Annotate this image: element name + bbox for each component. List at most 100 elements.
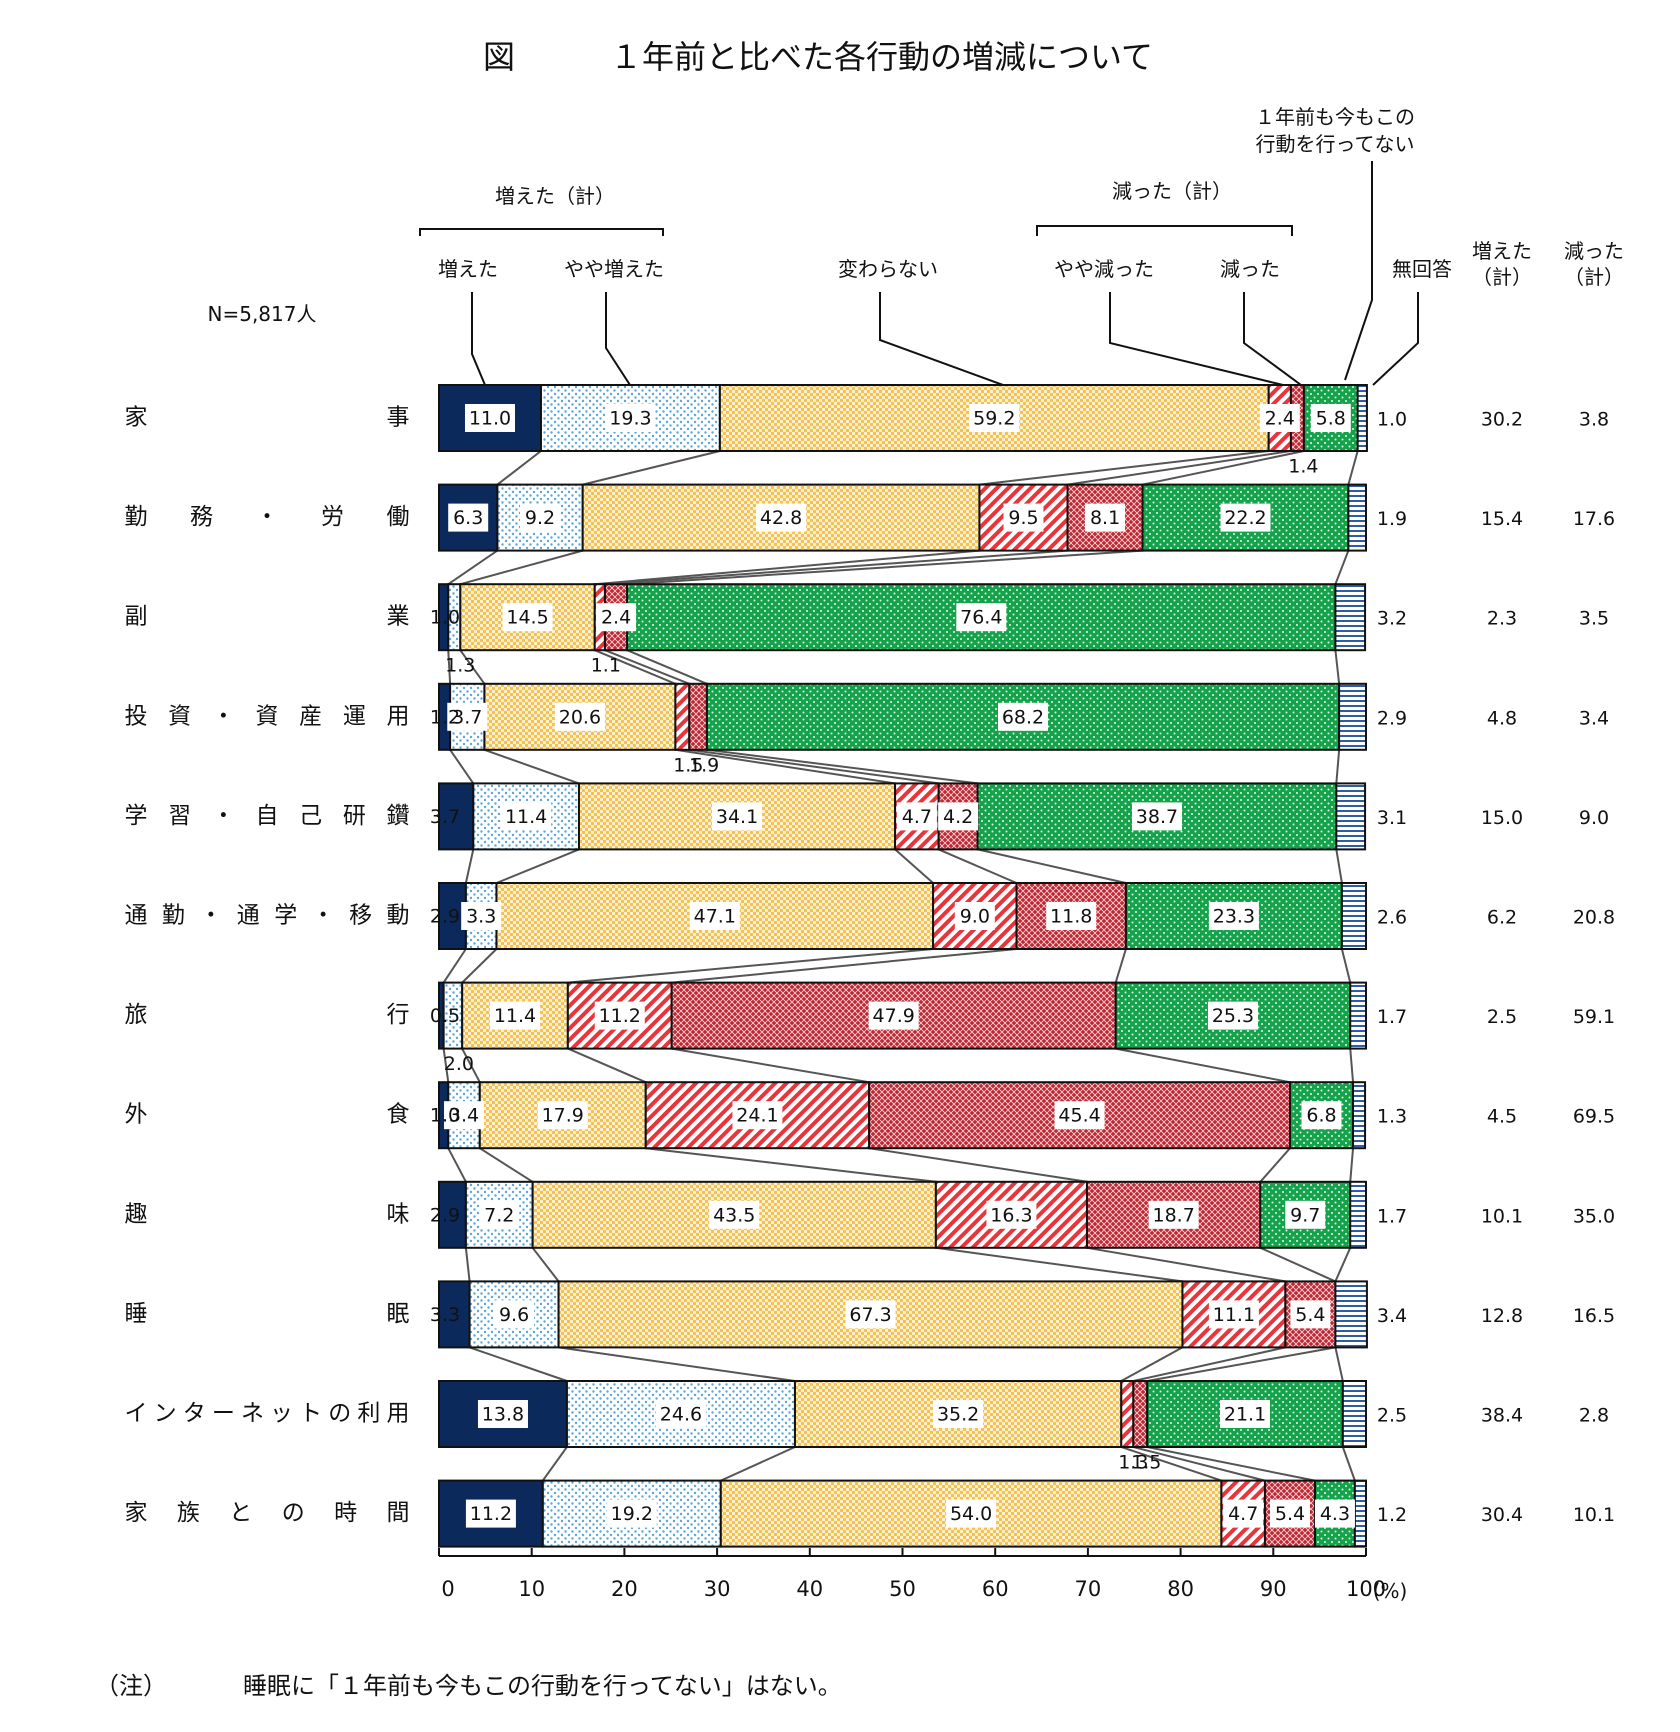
bar-value-label: 2.4 xyxy=(601,607,631,629)
value-label-box xyxy=(1131,802,1182,831)
series-label-slight-decrease: やや減った xyxy=(1054,257,1154,281)
value-label-box xyxy=(606,1499,657,1528)
connector-line xyxy=(442,948,467,984)
bar-value-label: 1.9 xyxy=(1377,508,1407,530)
connector-line xyxy=(894,848,934,884)
bar-value-label: 2.9 xyxy=(430,906,460,928)
bar-value-label: 9.5 xyxy=(1008,507,1038,529)
row-label: 行 xyxy=(387,1002,410,1028)
value-label-box xyxy=(520,503,561,532)
value-label-box xyxy=(594,1001,645,1030)
row-label: 通 xyxy=(125,903,148,929)
connector-line xyxy=(626,649,708,685)
value-label-box xyxy=(605,404,656,432)
bar-segment-slight-increase xyxy=(464,1180,534,1249)
connector-line xyxy=(1115,1047,1291,1084)
connector-line xyxy=(479,1147,534,1183)
bar-value-label: 11.4 xyxy=(505,806,547,828)
decrease-total-value: 3.8 xyxy=(1579,409,1609,431)
x-tick-label: 40 xyxy=(796,1577,823,1601)
connector-line xyxy=(496,848,580,884)
value-label-box xyxy=(1207,1001,1258,1030)
bar-value-label: 54.0 xyxy=(950,1503,992,1525)
value-label-box xyxy=(502,603,553,632)
bar-value-label: 19.3 xyxy=(609,408,651,430)
value-label-box xyxy=(956,603,1007,632)
bar-value-label: 2.9 xyxy=(1377,707,1407,729)
bar-segment-increase xyxy=(438,882,467,950)
row-label: 趣 xyxy=(125,1201,148,1227)
bar-value-label: 2.9 xyxy=(430,1204,460,1226)
bar-value-label: 1.7 xyxy=(1377,1006,1407,1028)
increase-total-value: 4.5 xyxy=(1487,1106,1517,1128)
value-label-box xyxy=(1208,902,1259,930)
value-label-box xyxy=(709,1200,760,1229)
bar-value-label: 11.0 xyxy=(469,408,511,430)
value-label-box xyxy=(946,1499,997,1528)
bar-value-label: 2.5 xyxy=(1377,1405,1407,1427)
bar-segment-decrease xyxy=(1132,1380,1149,1448)
value-label-box xyxy=(494,1300,535,1329)
value-label-box xyxy=(596,603,637,632)
row-label: 利 xyxy=(357,1401,380,1427)
row-label: 務 xyxy=(190,504,213,530)
connector-line xyxy=(1335,849,1343,884)
connector-line xyxy=(1259,1246,1336,1283)
bar-value-label: 9.2 xyxy=(525,507,555,529)
bar-value-label: 1.0 xyxy=(1377,409,1407,431)
connector-line xyxy=(582,450,721,486)
bar-value-label: 0.5 xyxy=(430,1005,460,1027)
connector-line xyxy=(675,748,896,785)
row-label: 間 xyxy=(387,1500,410,1526)
x-tick-label: 0 xyxy=(441,1577,454,1601)
row-label: 副 xyxy=(125,604,148,630)
row-label: ッ xyxy=(270,1401,293,1427)
decrease-total-value: 35.0 xyxy=(1573,1205,1615,1227)
value-label-box xyxy=(1259,404,1300,432)
bar-value-label: 4.7 xyxy=(902,806,932,828)
row-label: 産 xyxy=(299,703,322,729)
connector-line xyxy=(645,1147,936,1183)
bar-value-label: 5.4 xyxy=(1275,1503,1305,1525)
bar-segment-decrease xyxy=(688,682,708,751)
decrease-total-value: 16.5 xyxy=(1573,1305,1615,1327)
bar-value-label: 9.6 xyxy=(499,1304,529,1326)
connector-line xyxy=(720,1446,796,1482)
connector-line xyxy=(567,1047,647,1084)
bar-segment-no-answer xyxy=(1349,981,1367,1050)
connector-line xyxy=(1086,1246,1286,1283)
row-label: 睡 xyxy=(125,1301,148,1327)
value-label-box xyxy=(933,1400,984,1428)
row-label: ン xyxy=(154,1401,177,1427)
value-label-box xyxy=(756,503,807,532)
bar-segment-slight-decrease xyxy=(674,682,691,751)
value-label-box xyxy=(1148,1200,1199,1229)
increase-total-value: 4.8 xyxy=(1487,707,1517,729)
row-label: 動 xyxy=(387,903,410,929)
increase-total-header: 増えた（計） xyxy=(495,184,615,208)
row-label: 働 xyxy=(387,504,410,530)
connector-line xyxy=(459,649,486,685)
bar-value-label: 2.4 xyxy=(1265,408,1295,430)
bar-value-label: 1.4 xyxy=(1288,456,1318,478)
row-label: 移 xyxy=(349,903,372,929)
bar-segment-no-answer xyxy=(1341,1380,1367,1448)
value-label-box xyxy=(1310,404,1351,432)
bar-value-label: 6.3 xyxy=(453,507,483,529)
bar-value-label: 9.0 xyxy=(960,906,990,928)
connector-line xyxy=(1147,1346,1336,1382)
row-label: 味 xyxy=(387,1201,410,1227)
row-label: の xyxy=(282,1500,305,1526)
value-label-box xyxy=(954,902,995,930)
x-axis-unit: (%) xyxy=(1373,1579,1408,1603)
row-label: 己 xyxy=(299,803,322,829)
connector-line xyxy=(706,748,978,785)
row-label: 資 xyxy=(168,703,191,729)
x-tick-label: 10 xyxy=(518,1577,545,1601)
bar-value-label: 34.1 xyxy=(716,806,758,828)
connector-line xyxy=(1334,1247,1352,1282)
value-label-box xyxy=(655,1400,706,1428)
series-label-increase: 増えた xyxy=(438,257,498,281)
